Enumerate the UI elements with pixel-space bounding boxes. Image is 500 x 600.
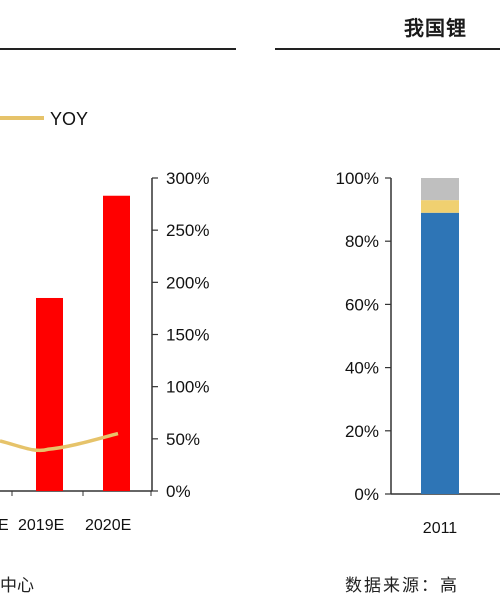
legend-label-yoy: YOY [50, 109, 88, 129]
yoy-line [0, 431, 119, 453]
bar-2020E [103, 195, 130, 491]
x-tick-label: 2019E [18, 517, 64, 534]
source-left: 中心 [0, 576, 34, 596]
y-tick-label: 40% [345, 359, 379, 378]
stack-segment-1 [421, 212, 459, 494]
stack-segment-3 [421, 178, 459, 201]
x-tick-label: E [0, 517, 9, 534]
right-y-tick-label: 150% [166, 326, 209, 345]
header-rule-left [0, 48, 236, 50]
right-y-tick-label: 0% [166, 482, 191, 501]
source-right: 数据来源：高 [345, 576, 459, 596]
header-rule-right [275, 48, 500, 50]
y-tick-label: 100% [336, 169, 379, 188]
left-chart: YOY 0% 50% 100% 150% 200% 250% 300% E 2019E 2020E [0, 109, 209, 534]
right-chart: 0% 20% 40% 60% 80% 100% 2011 [336, 169, 500, 537]
x-tick-label: 2020E [85, 517, 131, 534]
x-tick-label-2011: 2011 [423, 520, 458, 537]
header-title: 我国锂 [404, 16, 467, 40]
y-tick-label: 0% [354, 485, 379, 504]
y-tick-label: 60% [345, 295, 379, 314]
right-y-tick-label: 100% [166, 378, 209, 397]
right-y-tick-label: 300% [166, 169, 209, 188]
y-tick-label: 20% [345, 422, 379, 441]
bar-2019E [36, 297, 63, 491]
stack-segment-2 [421, 200, 459, 213]
right-y-tick-label: 250% [166, 221, 209, 240]
y-tick-label: 80% [345, 232, 379, 251]
right-y-tick-label: 200% [166, 273, 209, 292]
right-y-tick-label: 50% [166, 430, 200, 449]
